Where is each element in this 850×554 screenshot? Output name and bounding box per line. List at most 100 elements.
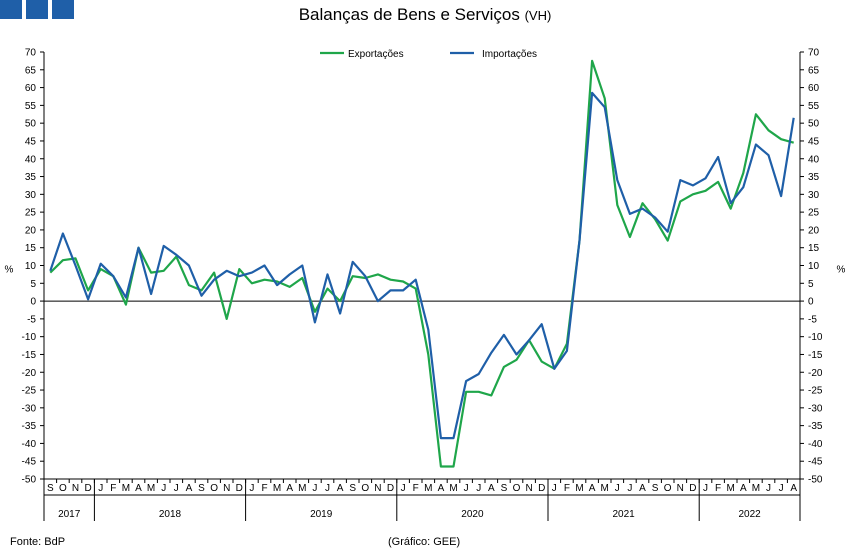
y-tick-label-left: 10 [25, 261, 37, 272]
x-tick-label-year: 2022 [738, 509, 761, 520]
x-tick-label-month: S [501, 483, 508, 494]
x-tick-label-month: D [387, 483, 394, 494]
y-tick-label-right: 35 [808, 172, 820, 183]
y-tick-label-right: -25 [808, 386, 823, 397]
y-tick-label-right: 25 [808, 208, 820, 219]
x-tick-label-month: M [147, 483, 155, 494]
logo-block-2 [26, 0, 48, 19]
x-tick-label-month: S [198, 483, 205, 494]
y-tick-label-right: 0 [808, 297, 814, 308]
x-tick-label-month: M [727, 483, 735, 494]
y-tick-label-left: 45 [25, 136, 37, 147]
x-tick-label-month: A [337, 483, 344, 494]
y-tick-label-right: 15 [808, 243, 820, 254]
y-tick-label-left: 0 [30, 297, 36, 308]
x-tick-label-month: O [59, 483, 67, 494]
x-tick-label-month: J [464, 483, 469, 494]
x-tick-label-month: M [752, 483, 760, 494]
y-tick-label-right: -40 [808, 439, 823, 450]
x-tick-label-month: F [110, 483, 116, 494]
chart-title: Balanças de Bens e Serviços (VH) [0, 5, 850, 25]
x-tick-label-month: N [374, 483, 381, 494]
y-tick-label-right: 40 [808, 154, 820, 165]
y-tick-label-left: 25 [25, 208, 37, 219]
x-tick-label-month: F [564, 483, 570, 494]
x-tick-label-month: D [689, 483, 696, 494]
y-tick-label-right: -5 [808, 314, 817, 325]
y-tick-label-left: 50 [25, 119, 37, 130]
y-tick-label-right: 50 [808, 119, 820, 130]
y-tick-label-left: 30 [25, 190, 37, 201]
x-tick-label-month: J [779, 483, 784, 494]
x-tick-label-month: M [273, 483, 281, 494]
x-tick-label-month: D [84, 483, 91, 494]
y-tick-label-left: -30 [22, 403, 37, 414]
legend-label-importacoes: Importações [482, 49, 537, 60]
credit-note: (Gráfico: GEE) [388, 536, 461, 548]
y-tick-label-left: 40 [25, 154, 37, 165]
legend-label-exportacoes: Exportações [348, 49, 404, 60]
x-tick-label-month: N [72, 483, 79, 494]
x-tick-label-month: J [161, 483, 166, 494]
y-tick-label-left: -20 [22, 368, 37, 379]
y-tick-label-right: 60 [808, 83, 820, 94]
y-axis-title-right: % [837, 265, 846, 276]
x-tick-label-month: A [790, 483, 797, 494]
x-tick-label-month: A [438, 483, 445, 494]
x-tick-label-month: O [513, 483, 521, 494]
x-tick-label-month: M [122, 483, 130, 494]
y-tick-label-right: -20 [808, 368, 823, 379]
y-tick-label-right: -35 [808, 421, 823, 432]
x-tick-label-month: J [312, 483, 317, 494]
y-tick-label-left: 55 [25, 101, 37, 112]
x-tick-label-month: O [664, 483, 672, 494]
y-tick-label-left: -15 [22, 350, 37, 361]
y-tick-label-left: -35 [22, 421, 37, 432]
x-tick-label-month: J [703, 483, 708, 494]
x-tick-label-month: J [401, 483, 406, 494]
y-tick-label-left: 60 [25, 83, 37, 94]
x-tick-label-month: A [488, 483, 495, 494]
y-tick-label-right: 45 [808, 136, 820, 147]
x-tick-label-month: F [413, 483, 419, 494]
x-tick-label-month: N [677, 483, 684, 494]
y-tick-label-left: 20 [25, 225, 37, 236]
x-tick-label-month: N [525, 483, 532, 494]
x-tick-label-month: F [715, 483, 721, 494]
y-tick-label-left: -40 [22, 439, 37, 450]
series-line-exportacoes [49, 59, 794, 468]
y-tick-label-left: -5 [27, 314, 36, 325]
x-tick-label-month: J [249, 483, 254, 494]
x-tick-label-month: J [476, 483, 481, 494]
x-tick-label-month: J [615, 483, 620, 494]
y-tick-label-right: 70 [808, 48, 820, 59]
x-tick-label-month: M [424, 483, 432, 494]
x-tick-label-month: M [601, 483, 609, 494]
y-tick-label-right: -15 [808, 350, 823, 361]
x-tick-label-month: O [210, 483, 218, 494]
chart-title-suffix: (VH) [524, 8, 552, 23]
y-tick-label-right: 55 [808, 101, 820, 112]
x-tick-label-month: S [47, 483, 54, 494]
x-tick-label-month: A [639, 483, 646, 494]
y-tick-label-left: 15 [25, 243, 37, 254]
x-tick-label-month: D [236, 483, 243, 494]
y-tick-label-left: -25 [22, 386, 37, 397]
x-tick-label-month: A [186, 483, 193, 494]
y-tick-label-right: -10 [808, 332, 823, 343]
logo-block-1 [0, 0, 22, 19]
x-tick-label-month: S [652, 483, 659, 494]
x-tick-label-year: 2020 [461, 509, 484, 520]
x-tick-label-month: J [174, 483, 179, 494]
y-tick-label-right: 65 [808, 65, 820, 76]
source-note: Fonte: BdP [10, 536, 66, 548]
y-tick-label-right: -30 [808, 403, 823, 414]
x-tick-label-month: A [135, 483, 142, 494]
x-tick-label-month: M [449, 483, 457, 494]
series-line-importacoes [49, 91, 795, 440]
x-tick-label-year: 2019 [310, 509, 333, 520]
x-tick-label-month: J [325, 483, 330, 494]
y-tick-label-left: 35 [25, 172, 37, 183]
y-tick-label-left: -10 [22, 332, 37, 343]
chart-title-main: Balanças de Bens e Serviços [298, 5, 520, 24]
